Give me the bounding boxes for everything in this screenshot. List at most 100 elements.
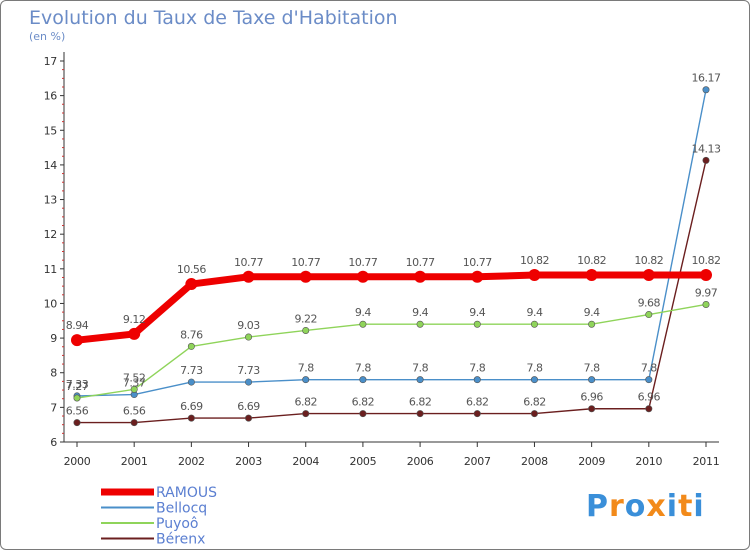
data-label: 9.4 (412, 306, 428, 319)
data-label: 9.12 (123, 313, 146, 326)
data-point (359, 320, 367, 328)
x-tick-label: 2009 (578, 455, 605, 468)
data-point (588, 320, 596, 328)
y-tick-label: 14 (44, 159, 58, 172)
legend-label: Bellocq (156, 501, 207, 517)
data-label: 9.4 (526, 306, 542, 319)
data-label: 10.82 (634, 254, 663, 267)
data-label: 10.82 (577, 254, 606, 267)
data-point (416, 410, 424, 418)
data-label: 9.22 (294, 312, 317, 325)
data-point (414, 270, 427, 283)
data-point (242, 270, 255, 283)
data-label: 6.56 (66, 405, 89, 418)
data-point (588, 405, 596, 413)
data-point (645, 405, 653, 413)
data-label: 7.8 (412, 362, 428, 375)
data-point (128, 327, 141, 340)
data-label: 7.27 (66, 380, 89, 393)
data-point (702, 156, 710, 164)
legend-label: Puyoô (156, 516, 199, 532)
data-point (130, 419, 138, 427)
data-label: 7.8 (298, 362, 314, 375)
data-point (73, 394, 81, 402)
data-point (130, 385, 138, 393)
data-label: 6.56 (123, 405, 146, 418)
data-point (588, 376, 596, 384)
x-tick-label: 2011 (693, 455, 720, 468)
legend-label: RAMOUS (156, 485, 217, 501)
data-label: 7.73 (237, 364, 260, 377)
series-line-puyoô (76, 303, 707, 399)
data-label: 9.4 (355, 306, 371, 319)
data-label: 7.37 (123, 377, 146, 390)
data-point (185, 278, 198, 291)
data-point (702, 86, 710, 94)
data-point (585, 269, 598, 282)
x-tick-label: 2010 (635, 455, 662, 468)
data-label: 6.82 (523, 396, 546, 409)
data-label: 10.82 (692, 254, 721, 267)
data-point (528, 269, 541, 282)
data-point (359, 410, 367, 418)
data-label: 6.82 (409, 396, 432, 409)
data-label: 9.4 (469, 306, 485, 319)
y-tick-label: 10 (44, 297, 58, 310)
data-point (71, 334, 83, 347)
data-label: 9.68 (638, 297, 661, 310)
data-label: 10.77 (234, 256, 263, 269)
data-label: 9.97 (695, 286, 718, 299)
chart-subtitle: (en %) (29, 30, 66, 43)
data-point (471, 270, 484, 283)
data-point (187, 342, 195, 350)
x-tick-label: 2005 (350, 455, 377, 468)
data-label: 9.4 (584, 306, 600, 319)
y-tick-label: 12 (44, 228, 57, 241)
data-point (245, 333, 253, 341)
data-label: 7.8 (355, 362, 371, 375)
y-tick-label: 15 (44, 124, 58, 137)
x-tick-label: 2007 (464, 455, 491, 468)
data-point (302, 376, 310, 384)
data-point (700, 269, 712, 282)
y-tick-label: 9 (50, 332, 57, 345)
data-label: 7.8 (641, 362, 657, 375)
data-label: 6.82 (466, 396, 489, 409)
data-label: 6.82 (294, 396, 317, 409)
data-point (530, 376, 538, 384)
proxiti-logo: Proxiti (586, 489, 705, 524)
data-label: 7.52 (123, 371, 146, 384)
data-label: 7.8 (526, 362, 542, 375)
data-point (245, 378, 253, 386)
data-point (702, 300, 710, 308)
data-point (187, 414, 195, 422)
data-label: 14.13 (692, 142, 721, 155)
data-label: 10.77 (463, 256, 492, 269)
series-line-bellocq (76, 89, 707, 397)
data-label: 8.94 (66, 319, 89, 332)
chart-title: Evolution du Taux de Taxe d'Habitation (29, 7, 398, 29)
x-tick-label: 2001 (121, 455, 148, 468)
data-label: 8.76 (180, 328, 203, 341)
data-point (302, 410, 310, 418)
data-label: 10.82 (520, 254, 549, 267)
data-label: 7.73 (180, 364, 203, 377)
x-tick-label: 2003 (235, 455, 262, 468)
data-label: 6.96 (580, 391, 603, 404)
data-label: 6.69 (237, 400, 260, 413)
data-point (473, 376, 481, 384)
data-label: 10.77 (406, 256, 435, 269)
data-label: 6.96 (638, 391, 661, 404)
data-label: 6.82 (352, 396, 375, 409)
series-line-bérenx (77, 160, 707, 424)
data-point (245, 414, 253, 422)
data-point (473, 320, 481, 328)
data-point (302, 326, 310, 334)
data-point (73, 419, 81, 427)
data-point (645, 311, 653, 319)
data-label: 10.77 (348, 256, 377, 269)
y-tick-label: 16 (44, 90, 58, 103)
data-label: 9.03 (237, 319, 260, 332)
y-tick-label: 13 (44, 194, 58, 207)
